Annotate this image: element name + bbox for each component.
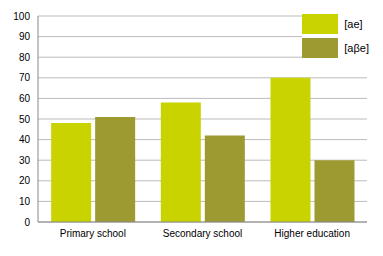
svg-text:0: 0 [24, 217, 30, 228]
svg-text:50: 50 [19, 114, 31, 125]
svg-text:70: 70 [19, 72, 31, 83]
html-text:[aβe]: [aβe] [344, 42, 369, 54]
svg-text:30: 30 [19, 155, 31, 166]
svg-text:Secondary school: Secondary school [163, 228, 243, 239]
svg-text:90: 90 [19, 31, 31, 42]
svg-text:Higher education: Higher education [274, 228, 350, 239]
svg-text:100: 100 [13, 11, 30, 22]
svg-text:60: 60 [19, 93, 31, 104]
html-text:[ae]: [ae] [344, 18, 363, 30]
svg-text:40: 40 [19, 134, 31, 145]
svg-text:80: 80 [19, 52, 31, 63]
svg-text:Primary school: Primary school [60, 228, 126, 239]
svg-text:10: 10 [19, 196, 31, 207]
svg-text:20: 20 [19, 175, 31, 186]
